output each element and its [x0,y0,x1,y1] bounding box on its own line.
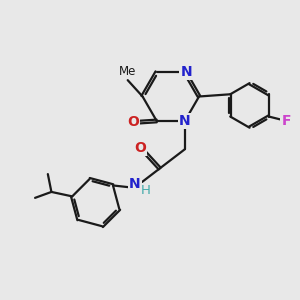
Text: O: O [134,141,146,155]
Text: N: N [129,177,141,191]
Text: F: F [281,114,291,128]
Text: N: N [181,65,192,79]
Text: H: H [141,184,151,197]
Text: O: O [127,116,139,129]
Text: Me: Me [119,65,136,78]
Text: N: N [179,114,191,128]
